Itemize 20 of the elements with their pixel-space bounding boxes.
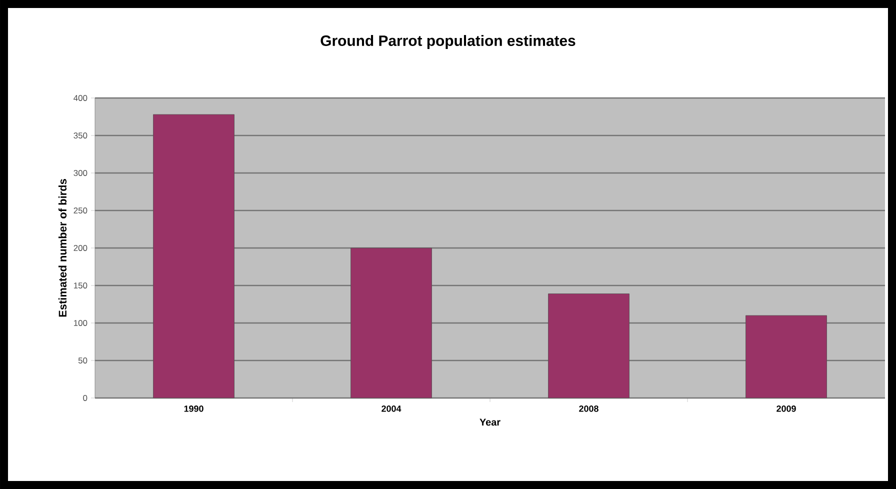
y-tick-label: 50 — [78, 357, 88, 364]
y-tick-label: 300 — [74, 170, 88, 176]
y-tick-label: 350 — [74, 132, 88, 138]
y-axis-title: Estimated number of birds — [58, 179, 67, 317]
x-tick-label: 2008 — [579, 406, 598, 412]
bar — [153, 114, 234, 398]
y-tick-label: 100 — [74, 320, 88, 326]
y-tick-label: 400 — [74, 94, 88, 101]
bar — [746, 315, 827, 398]
y-tick-label: 250 — [74, 207, 88, 214]
chart-title: Ground Parrot population estimates — [320, 35, 576, 49]
x-axis-title: Year — [480, 418, 500, 426]
x-tick-label: 2009 — [776, 406, 796, 412]
y-tick-label: 200 — [74, 244, 88, 251]
bar — [548, 294, 630, 398]
bar — [350, 248, 432, 398]
x-tick-label: 2004 — [382, 406, 402, 412]
y-tick-label: 0 — [83, 394, 88, 401]
x-tick-label: 1990 — [184, 406, 204, 412]
y-tick-label: 150 — [74, 282, 88, 288]
